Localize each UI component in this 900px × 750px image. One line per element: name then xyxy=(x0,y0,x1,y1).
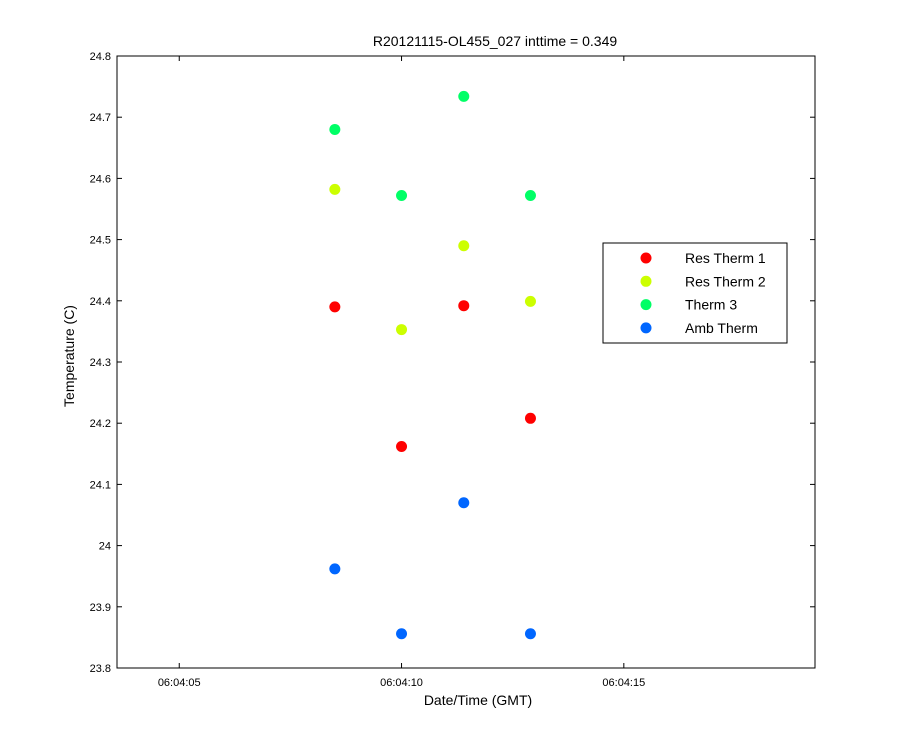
point-therm-3 xyxy=(396,190,408,202)
point-res-therm-2 xyxy=(524,295,536,307)
y-tick-label: 24.4 xyxy=(90,296,111,308)
point-therm-3 xyxy=(458,90,470,102)
point-therm-3 xyxy=(329,123,341,135)
legend-marker xyxy=(640,299,652,311)
point-therm-3 xyxy=(524,190,536,202)
point-res-therm-1 xyxy=(329,301,341,313)
point-res-therm-1 xyxy=(396,440,408,452)
y-tick-label: 23.9 xyxy=(90,602,111,614)
legend: Res Therm 1 Res Therm 2 Therm 3 Amb Therm xyxy=(602,242,788,344)
x-axis-title: Date/Time (GMT) xyxy=(424,692,532,708)
point-amb-therm xyxy=(524,628,536,640)
point-res-therm-1 xyxy=(524,412,536,424)
point-res-therm-2 xyxy=(396,324,408,336)
y-tick-label: 24.8 xyxy=(90,51,111,63)
y-tick-label: 24.2 xyxy=(90,418,111,430)
legend-marker xyxy=(640,252,652,264)
y-tick-label: 24.3 xyxy=(90,357,111,369)
y-axis: 23.8 23.9 24 24.1 24.2 24.3 24.4 24.5 24.6 24.7 24… xyxy=(90,51,815,675)
y-tick-label: 24 xyxy=(99,541,111,553)
point-amb-therm xyxy=(329,563,341,575)
point-res-therm-2 xyxy=(329,183,341,195)
x-tick-label: 06:04:05 xyxy=(158,677,201,689)
plot-area xyxy=(116,55,816,669)
y-axis-title: Temperature (C) xyxy=(61,305,77,407)
legend-label: Res Therm 2 xyxy=(685,273,766,289)
legend-box xyxy=(602,242,788,344)
legend-marker xyxy=(640,275,652,287)
data-points xyxy=(329,90,536,640)
x-tick-label: 06:04:10 xyxy=(380,677,423,689)
y-tick-label: 24.5 xyxy=(90,235,111,247)
point-amb-therm xyxy=(458,497,470,509)
x-axis: 06:04:05 06:04:10 06:04:15 xyxy=(158,56,645,689)
point-res-therm-2 xyxy=(458,240,470,252)
chart-title: R20121115-OL455_027 inttime = 0.349 xyxy=(373,33,617,49)
point-res-therm-1 xyxy=(458,300,470,312)
legend-marker xyxy=(640,322,652,334)
legend-label: Therm 3 xyxy=(685,297,737,313)
y-tick-label: 24.7 xyxy=(90,112,111,124)
legend-label: Amb Therm xyxy=(685,320,758,336)
legend-label: Res Therm 1 xyxy=(685,250,766,266)
x-tick-label: 06:04:15 xyxy=(602,677,645,689)
y-tick-label: 24.6 xyxy=(90,173,111,185)
point-amb-therm xyxy=(396,628,408,640)
y-tick-label: 23.8 xyxy=(90,663,111,675)
y-tick-label: 24.1 xyxy=(90,479,111,491)
